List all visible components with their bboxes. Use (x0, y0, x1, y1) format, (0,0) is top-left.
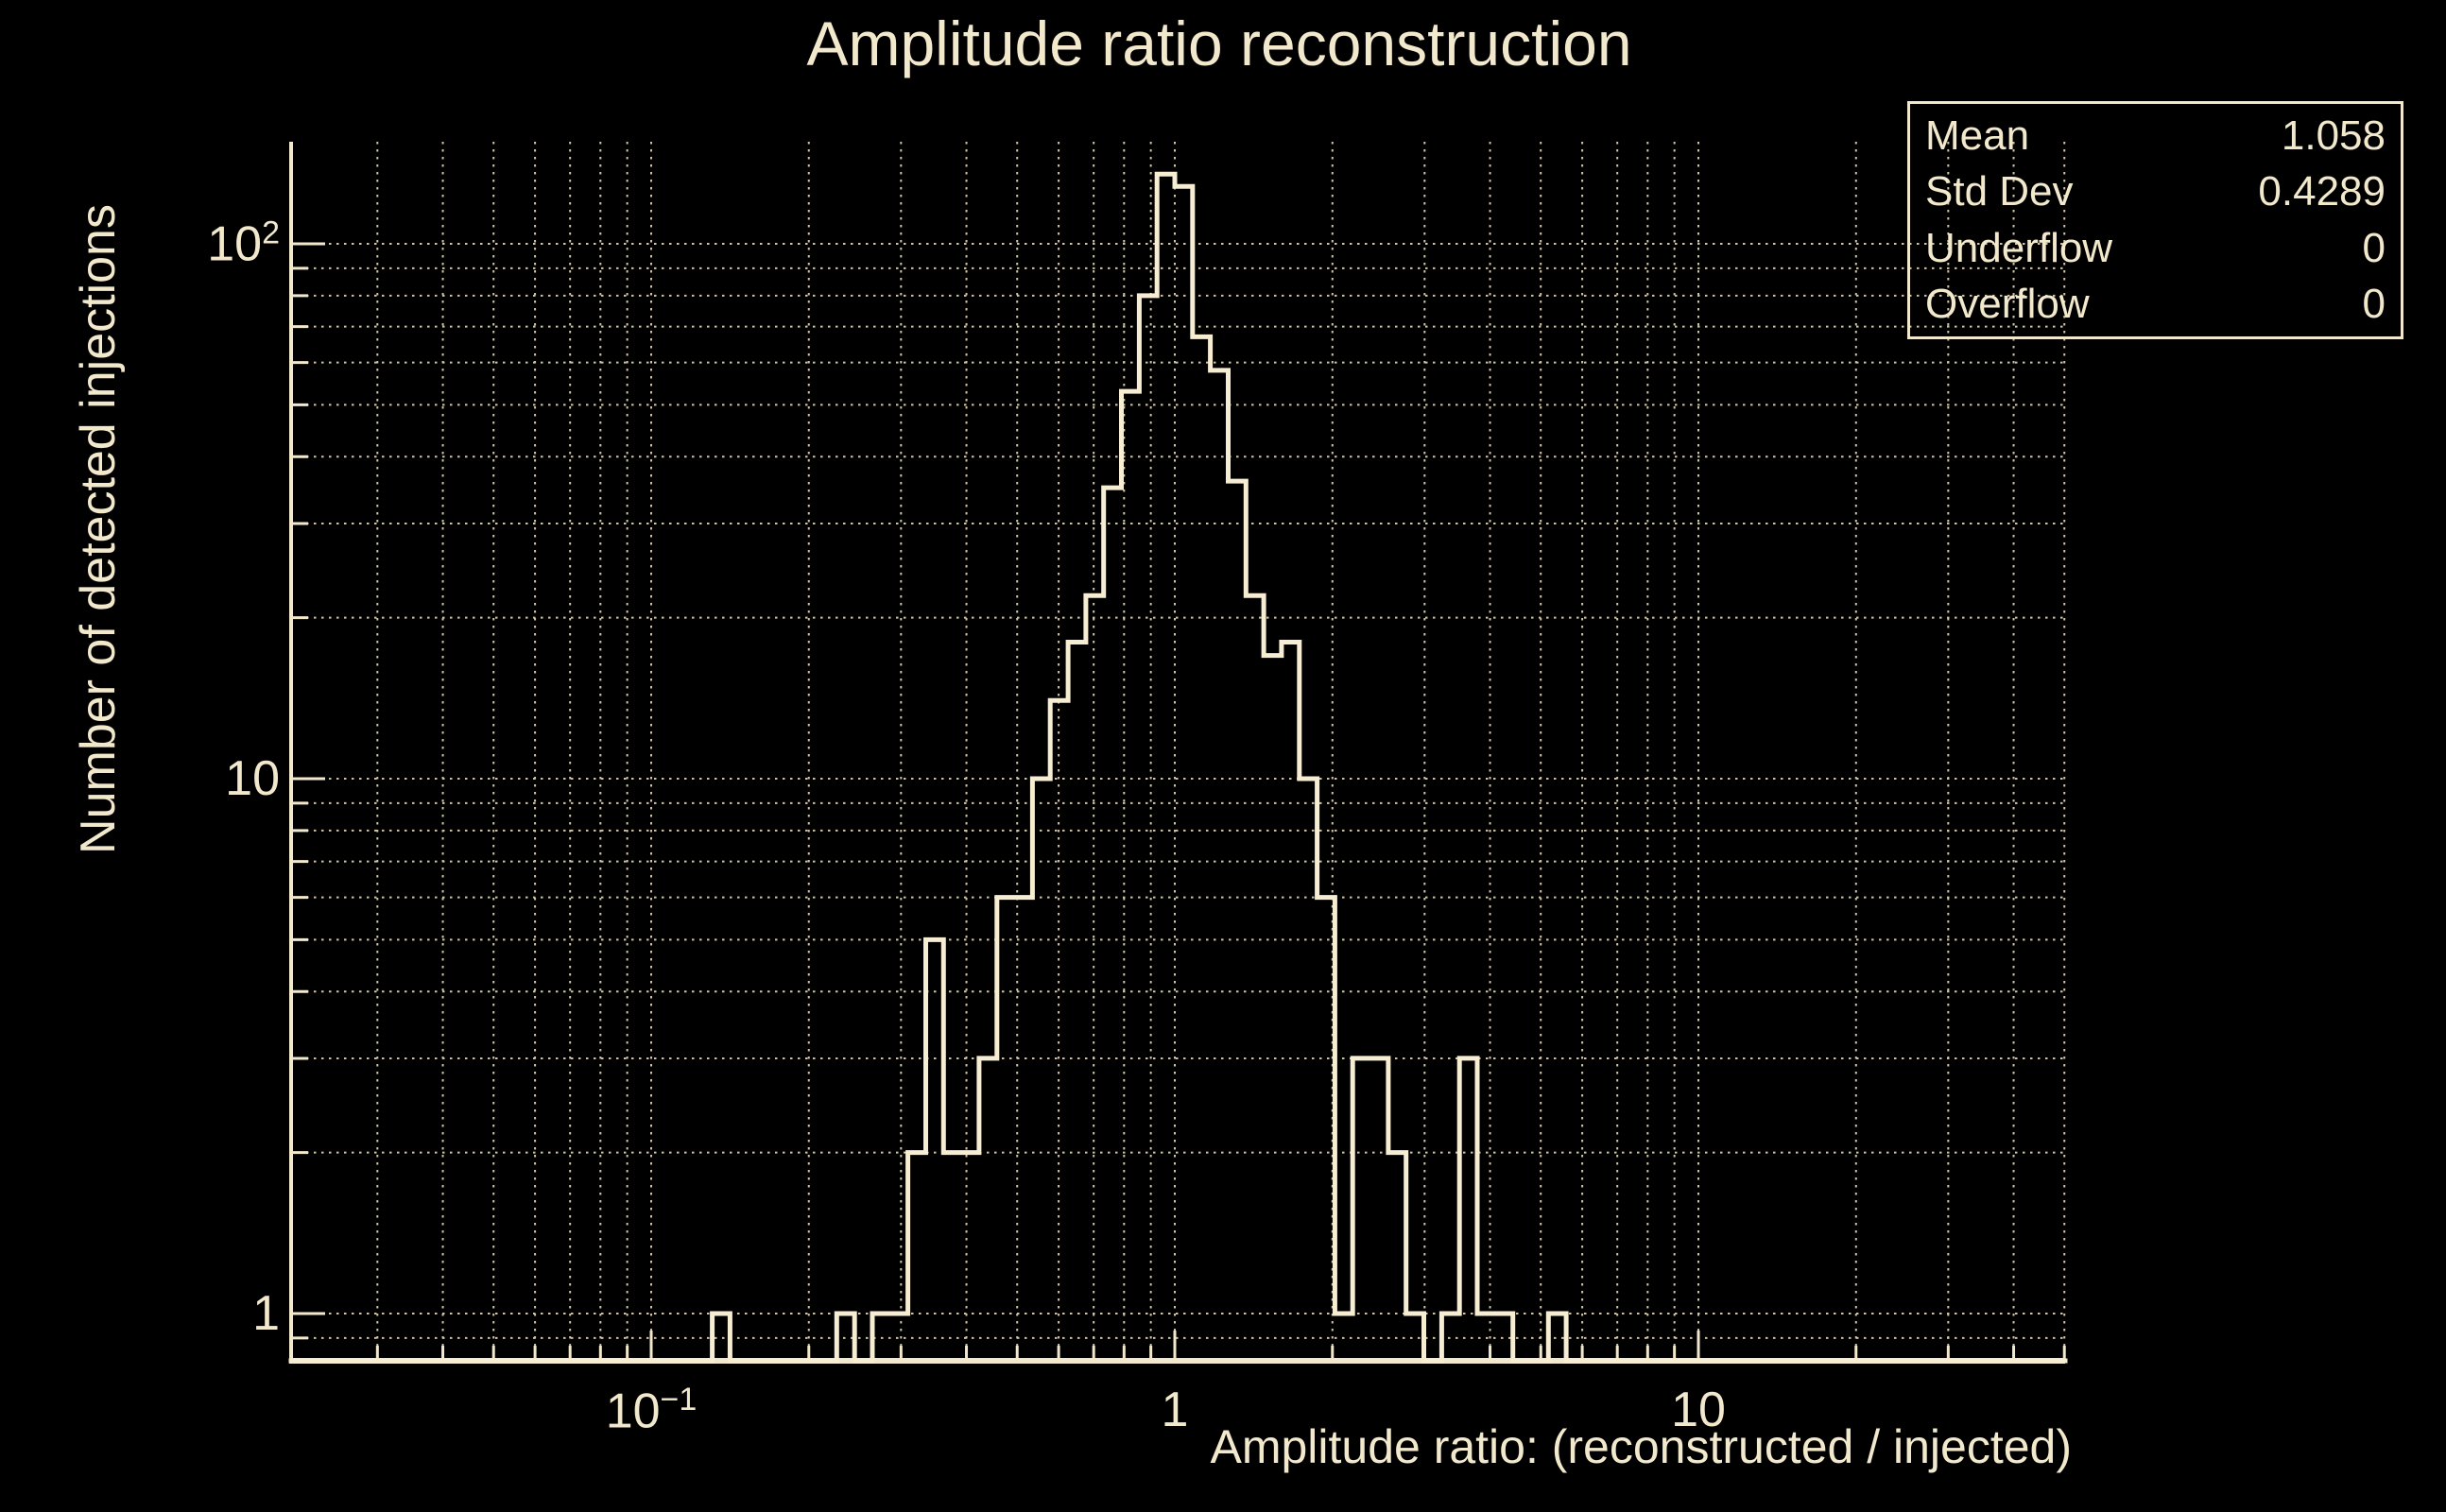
stats-label: Overflow (1925, 281, 2090, 328)
page-title: Amplitude ratio reconstruction (806, 9, 1632, 78)
x-ticks (375, 1331, 2066, 1361)
histogram-line (288, 171, 2068, 1364)
x-tick-label: 10 (1671, 1382, 1726, 1438)
stats-value: 0 (2362, 224, 2386, 271)
tick-label-base: 10 (605, 1383, 661, 1439)
stats-value: 0 (2362, 281, 2386, 328)
x-tick-label: 10−1 (606, 1382, 698, 1439)
stats-label: Mean (1925, 112, 2030, 159)
tick-label-base: 10 (207, 216, 263, 272)
y-ticks (291, 242, 325, 1340)
stats-label: Std Dev (1925, 168, 2074, 215)
tick-label-base: 1 (1161, 1383, 1189, 1437)
tick-label-exponent: −1 (660, 1382, 698, 1418)
y-tick-label: 10 (225, 750, 280, 807)
x-axis-title: Amplitude ratio: (reconstructed / inject… (1210, 1420, 2072, 1473)
stats-label: Underflow (1925, 224, 2113, 271)
stats-value: 1.058 (2281, 112, 2386, 159)
stats-box: Mean 1.058 Std Dev 0.4289 Underflow 0 Overflow… (1907, 101, 2403, 339)
y-tick-label: 102 (207, 215, 280, 272)
x-tick-label: 1 (1162, 1382, 1189, 1438)
tick-label-base: 10 (225, 751, 280, 806)
tick-label-base: 1 (252, 1286, 280, 1341)
stats-row-mean: Mean 1.058 (1910, 110, 2401, 163)
stats-row-overflow: Overflow 0 (1910, 278, 2401, 331)
stats-value: 0.4289 (2258, 168, 2386, 215)
tick-label-base: 10 (1671, 1383, 1726, 1437)
stats-row-std-dev: Std Dev 0.4289 (1910, 165, 2401, 218)
x-gridlines (376, 142, 2066, 1361)
y-axis-title: Number of detected injections (71, 204, 126, 854)
tick-label-exponent: 2 (262, 215, 280, 251)
y-tick-label: 1 (252, 1285, 280, 1342)
stats-row-underflow: Underflow 0 (1910, 222, 2401, 275)
y-gridlines (291, 243, 2065, 1339)
axes (289, 142, 2065, 1364)
